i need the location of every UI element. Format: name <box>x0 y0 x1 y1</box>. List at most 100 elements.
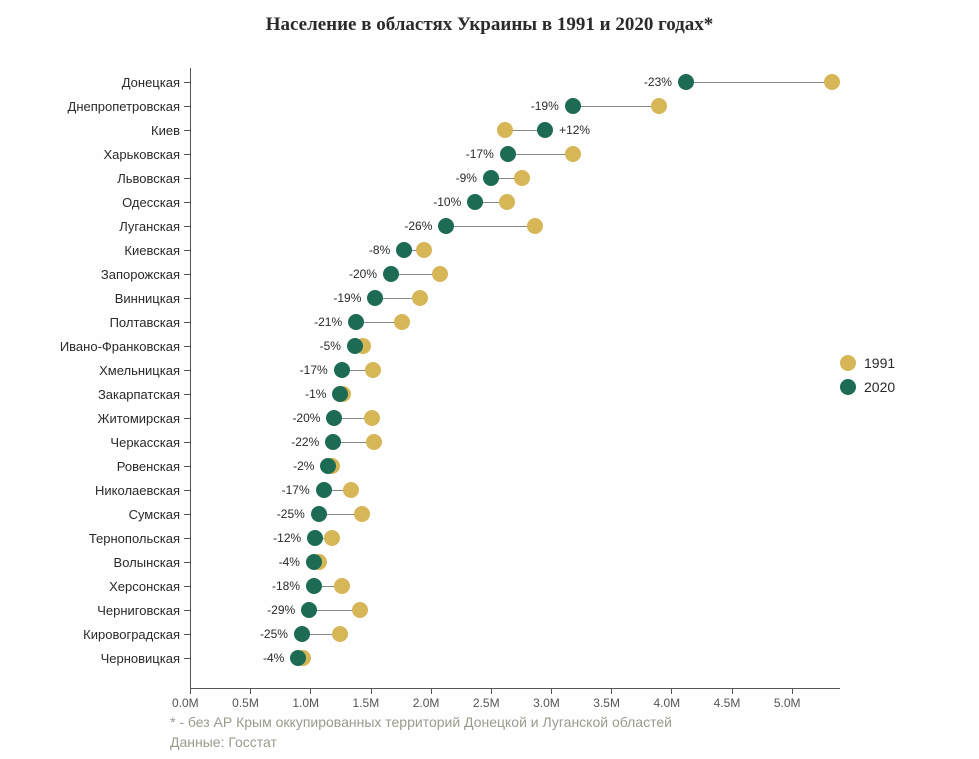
dot-1991 <box>527 218 543 234</box>
x-axis <box>190 688 840 689</box>
x-tick <box>671 688 672 694</box>
dot-1991 <box>364 410 380 426</box>
pct-label: -2% <box>293 459 314 473</box>
category-label: Винницкая <box>115 291 180 306</box>
legend-item: 1991 <box>840 355 895 371</box>
pct-label: -20% <box>349 267 377 281</box>
dot-1991 <box>565 146 581 162</box>
dot-1991 <box>514 170 530 186</box>
dot-2020 <box>316 482 332 498</box>
category-label: Черниговская <box>97 603 180 618</box>
x-tick-label: 1.5M <box>353 696 380 710</box>
dot-2020 <box>348 314 364 330</box>
pct-label: -4% <box>279 555 300 569</box>
x-tick-label: 2.5M <box>473 696 500 710</box>
plot-area: 0.0M0.5M1.0M1.5M2.0M2.5M3.0M3.5M4.0M4.5M… <box>190 68 840 688</box>
legend-swatch <box>840 355 856 371</box>
dot-1991 <box>432 266 448 282</box>
x-tick-label: 5.0M <box>774 696 801 710</box>
x-tick-label: 0.0M <box>172 696 199 710</box>
dot-2020 <box>347 338 363 354</box>
legend-label: 1991 <box>864 355 895 371</box>
pct-label: -4% <box>263 651 284 665</box>
dot-2020 <box>383 266 399 282</box>
dot-1991 <box>332 626 348 642</box>
legend: 1991 2020 <box>840 355 895 403</box>
category-label: Луганская <box>119 219 180 234</box>
category-label: Киевская <box>124 243 180 258</box>
dot-2020 <box>565 98 581 114</box>
pct-label: -12% <box>273 531 301 545</box>
category-label: Черновицкая <box>101 651 180 666</box>
category-label: Закарпатская <box>98 387 180 402</box>
y-tick <box>184 178 190 179</box>
category-label: Полтавская <box>110 315 180 330</box>
category-label: Харьковская <box>104 147 180 162</box>
y-tick <box>184 370 190 371</box>
dot-2020 <box>334 362 350 378</box>
dot-2020 <box>325 434 341 450</box>
category-label: Запорожская <box>101 267 180 282</box>
x-tick-label: 3.0M <box>533 696 560 710</box>
dot-1991 <box>343 482 359 498</box>
y-tick <box>184 538 190 539</box>
y-tick <box>184 226 190 227</box>
category-label: Киев <box>151 123 180 138</box>
x-tick-label: 1.0M <box>292 696 319 710</box>
dot-1991 <box>334 578 350 594</box>
y-tick <box>184 418 190 419</box>
x-tick <box>190 688 191 694</box>
x-tick <box>551 688 552 694</box>
y-tick <box>184 322 190 323</box>
y-tick <box>184 202 190 203</box>
y-tick <box>184 250 190 251</box>
dot-1991 <box>352 602 368 618</box>
y-tick <box>184 298 190 299</box>
dot-2020 <box>301 602 317 618</box>
pct-label: -22% <box>291 435 319 449</box>
category-label: Сумская <box>129 507 180 522</box>
category-label: Донецкая <box>122 75 180 90</box>
dot-1991 <box>651 98 667 114</box>
category-label: Днепропетровская <box>68 99 180 114</box>
legend-item: 2020 <box>840 379 895 395</box>
pct-label: -17% <box>300 363 328 377</box>
category-label: Черкасская <box>110 435 180 450</box>
dot-1991 <box>324 530 340 546</box>
y-tick <box>184 82 190 83</box>
y-tick <box>184 634 190 635</box>
category-label: Волынская <box>114 555 180 570</box>
pct-label: -5% <box>320 339 341 353</box>
x-tick-label: 4.5M <box>714 696 741 710</box>
y-tick <box>184 130 190 131</box>
dot-1991 <box>824 74 840 90</box>
y-tick <box>184 442 190 443</box>
pct-label: -18% <box>272 579 300 593</box>
dot-1991 <box>394 314 410 330</box>
dot-2020 <box>467 194 483 210</box>
pct-label: -19% <box>531 99 559 113</box>
pct-label: -25% <box>260 627 288 641</box>
dot-1991 <box>365 362 381 378</box>
footnote-line1: * - без АР Крым оккупированных территори… <box>170 714 672 730</box>
connector-line <box>573 106 660 107</box>
x-tick-label: 4.0M <box>653 696 680 710</box>
y-axis <box>190 68 191 688</box>
x-tick-label: 3.5M <box>593 696 620 710</box>
category-label: Николаевская <box>95 483 180 498</box>
x-tick <box>310 688 311 694</box>
dot-2020 <box>326 410 342 426</box>
category-label: Тернопольская <box>89 531 180 546</box>
y-tick <box>184 658 190 659</box>
category-label: Ровенская <box>117 459 180 474</box>
pct-label: -20% <box>292 411 320 425</box>
y-tick <box>184 490 190 491</box>
category-label: Херсонская <box>109 579 180 594</box>
category-label: Кировоградская <box>83 627 180 642</box>
dot-2020 <box>367 290 383 306</box>
category-label: Ивано-Франковская <box>60 339 180 354</box>
connector-line <box>446 226 535 227</box>
dot-1991 <box>499 194 515 210</box>
x-tick <box>431 688 432 694</box>
pct-label: -17% <box>466 147 494 161</box>
